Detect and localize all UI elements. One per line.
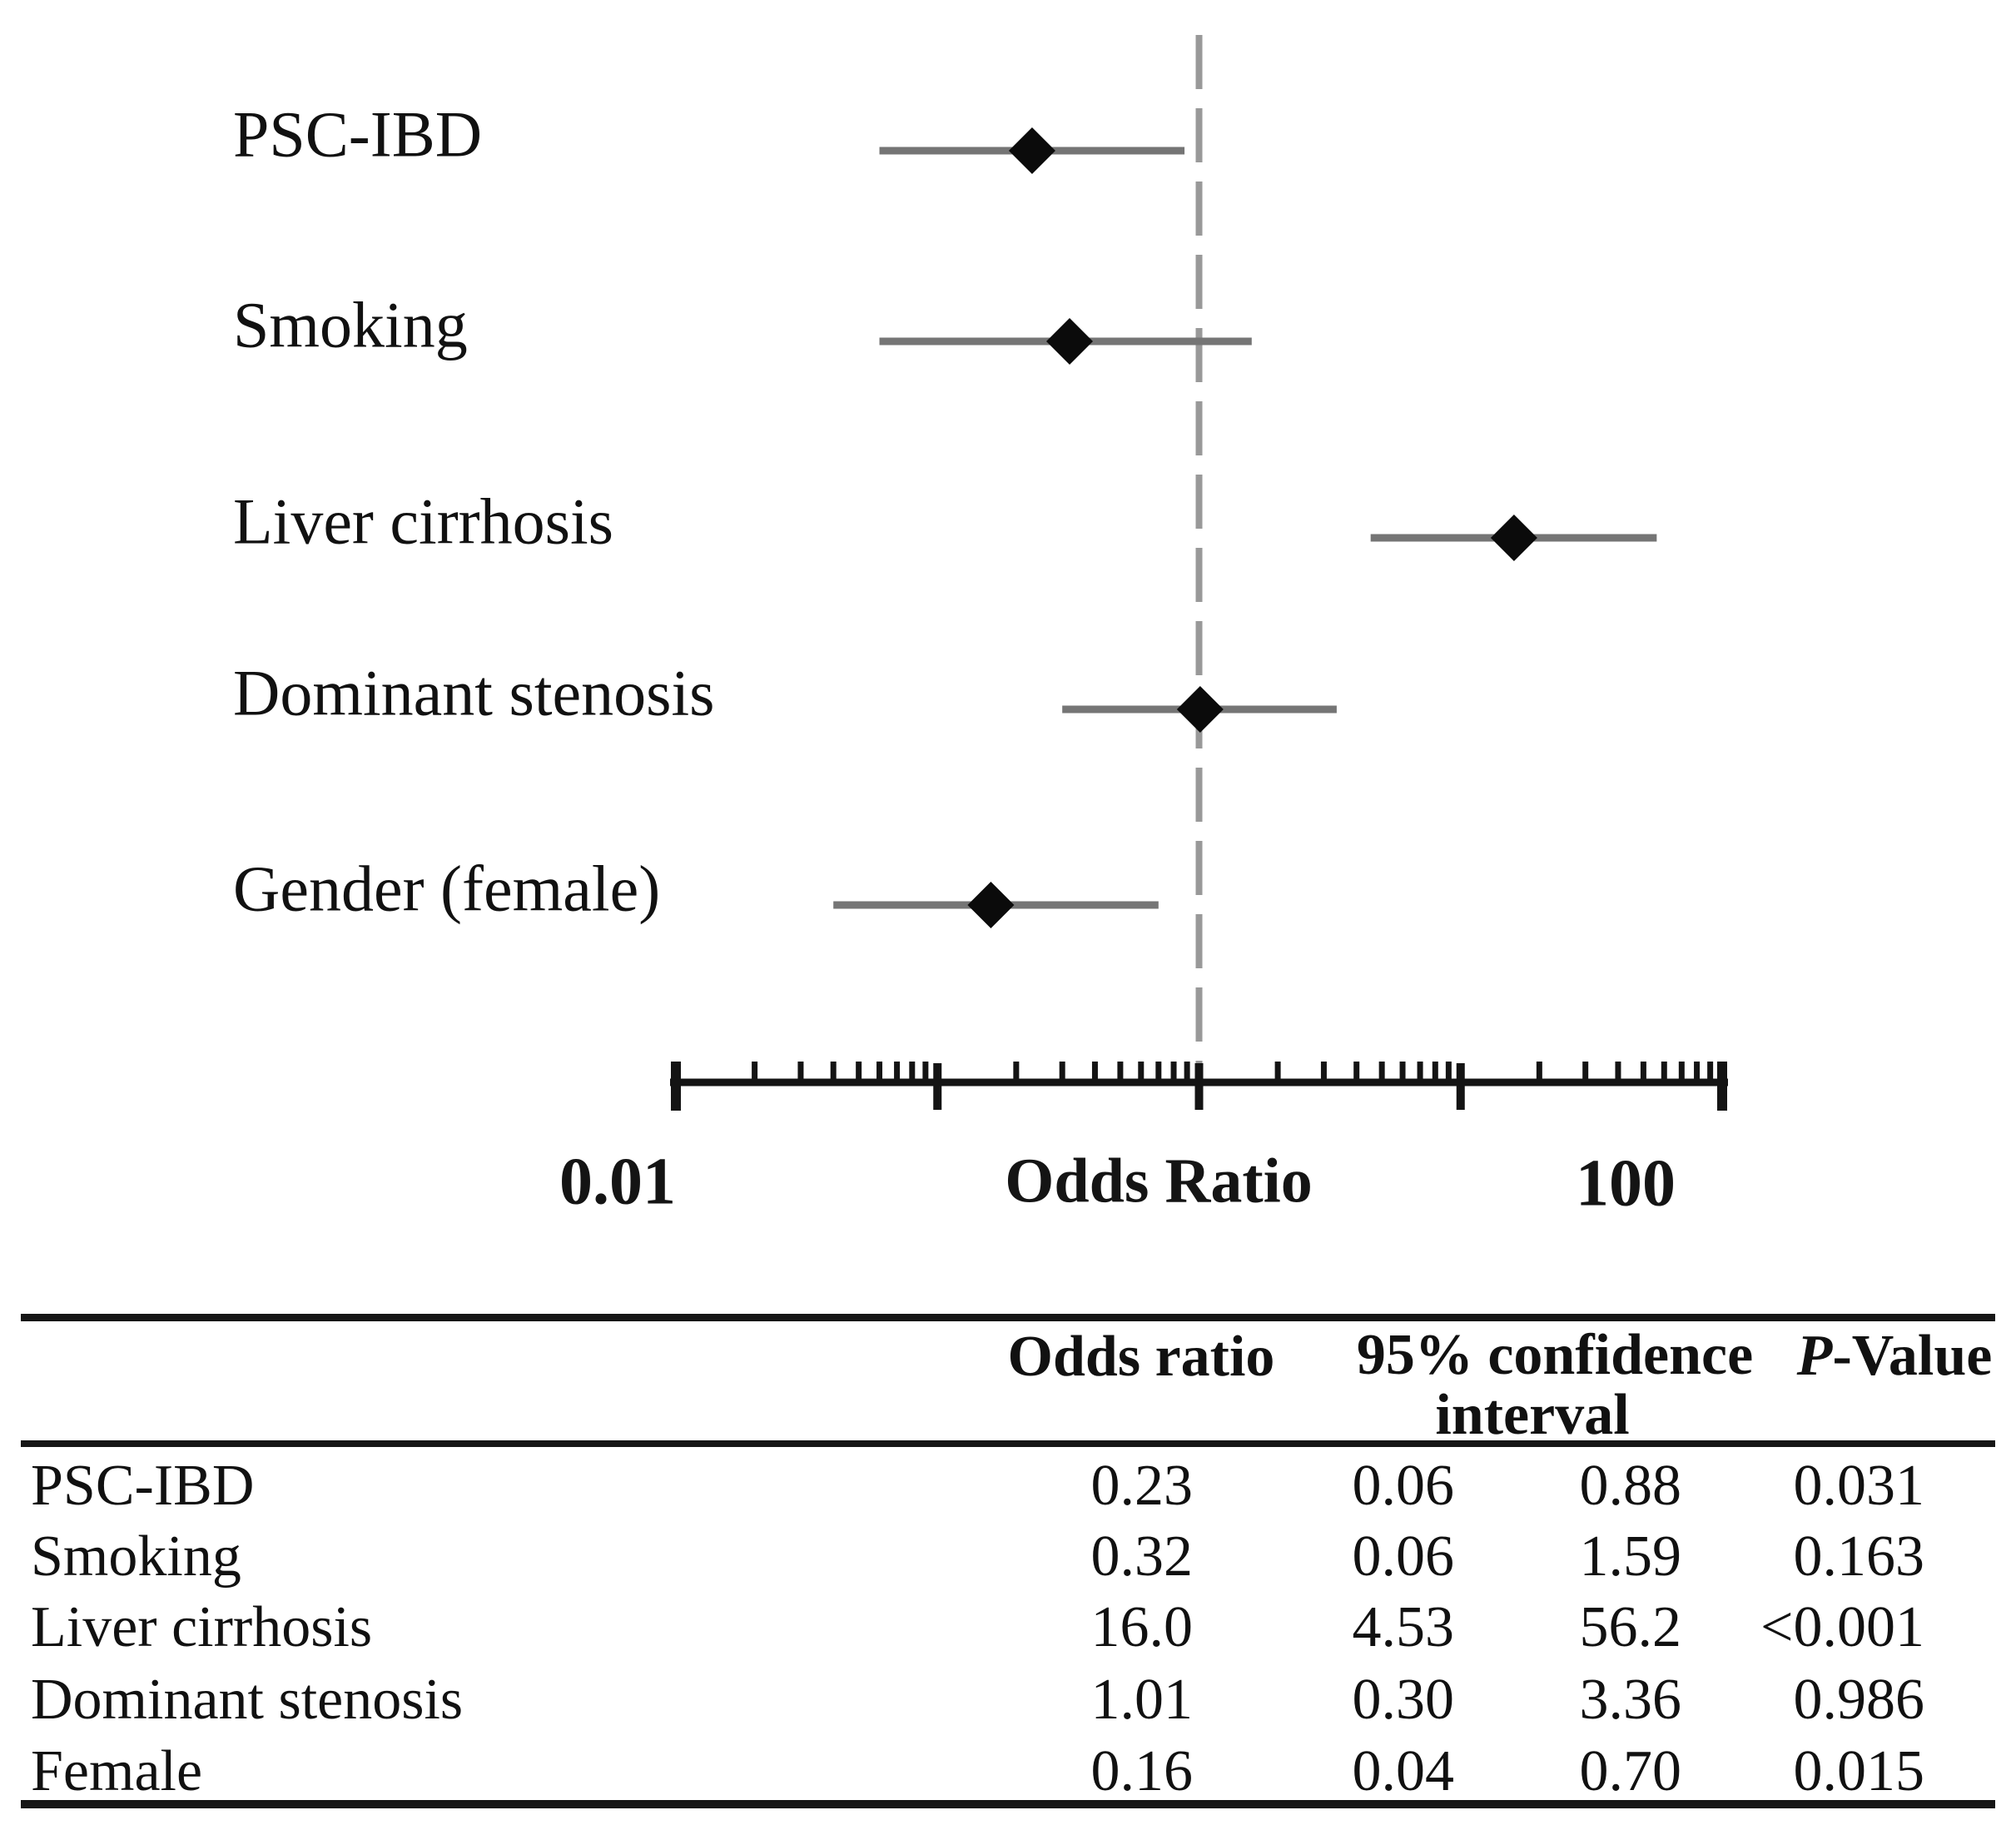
table-cell-ci-high: 3.36 — [1579, 1668, 1682, 1732]
table-cell-p: 0.015 — [1793, 1739, 1925, 1803]
table-header-confidence-interval-line1: 95% confidence — [1356, 1323, 1754, 1387]
table-bottom-rule — [21, 1800, 1995, 1808]
table-cell-ci-high: 56.2 — [1579, 1595, 1682, 1659]
table-cell-p: 0.163 — [1793, 1524, 1925, 1589]
table-header-confidence-interval-line2: interval — [1435, 1383, 1630, 1447]
table-row-label: Dominant stenosis — [31, 1668, 464, 1732]
table-row-label: Female — [31, 1739, 203, 1803]
row-label: PSC-IBD — [233, 98, 482, 171]
table-cell-p: 0.986 — [1793, 1668, 1925, 1732]
axis-title: Odds Ratio — [1005, 1146, 1313, 1216]
table-cell-or: 0.23 — [1090, 1454, 1194, 1518]
table-header-p-value: P-Value — [1797, 1323, 1993, 1390]
table-header-rule — [21, 1440, 1995, 1447]
axis-tick-label-min: 0.01 — [559, 1145, 676, 1219]
table-cell-ci-high: 0.70 — [1579, 1739, 1682, 1803]
table-cell-ci-low: 4.53 — [1352, 1595, 1455, 1659]
row-label: Smoking — [233, 289, 468, 361]
axis-tick-label-max: 100 — [1576, 1146, 1676, 1221]
row-label: Liver cirrhosis — [233, 485, 613, 558]
table-row-label: Smoking — [31, 1524, 241, 1589]
or-diamond — [1176, 686, 1224, 733]
table-cell-or: 0.32 — [1090, 1524, 1194, 1589]
table-cell-or: 16.0 — [1090, 1595, 1194, 1659]
table-cell-ci-low: 0.04 — [1352, 1739, 1455, 1803]
table-cell-p: <0.001 — [1760, 1595, 1924, 1659]
table-cell-ci-low: 0.06 — [1352, 1454, 1455, 1518]
table-cell-or: 1.01 — [1090, 1668, 1194, 1732]
p-value-rest: -Value — [1832, 1324, 1993, 1388]
or-diamond — [1045, 318, 1093, 365]
table-row-label: Liver cirrhosis — [31, 1595, 373, 1659]
row-label: Gender (female) — [233, 853, 660, 925]
table-cell-ci-high: 0.88 — [1579, 1454, 1682, 1518]
or-diamond — [1490, 515, 1537, 561]
row-label: Dominant stenosis — [233, 657, 715, 729]
table-top-rule — [21, 1314, 1995, 1321]
or-diamond — [967, 882, 1015, 928]
table-cell-ci-low: 0.06 — [1352, 1524, 1455, 1589]
forest-plot: PSC-IBD Smoking Liver cirrhosis Dominant st… — [233, 35, 1728, 1111]
p-value-italic-p: P — [1796, 1324, 1833, 1388]
table-cell-p: 0.031 — [1793, 1454, 1925, 1518]
table-cell-ci-high: 1.59 — [1579, 1524, 1682, 1589]
table-cell-ci-low: 0.30 — [1352, 1668, 1455, 1732]
table-cell-or: 0.16 — [1090, 1739, 1194, 1803]
table-header-odds-ratio: Odds ratio — [1007, 1325, 1275, 1389]
or-diamond — [1008, 127, 1055, 174]
table-row-label: PSC-IBD — [31, 1454, 255, 1518]
